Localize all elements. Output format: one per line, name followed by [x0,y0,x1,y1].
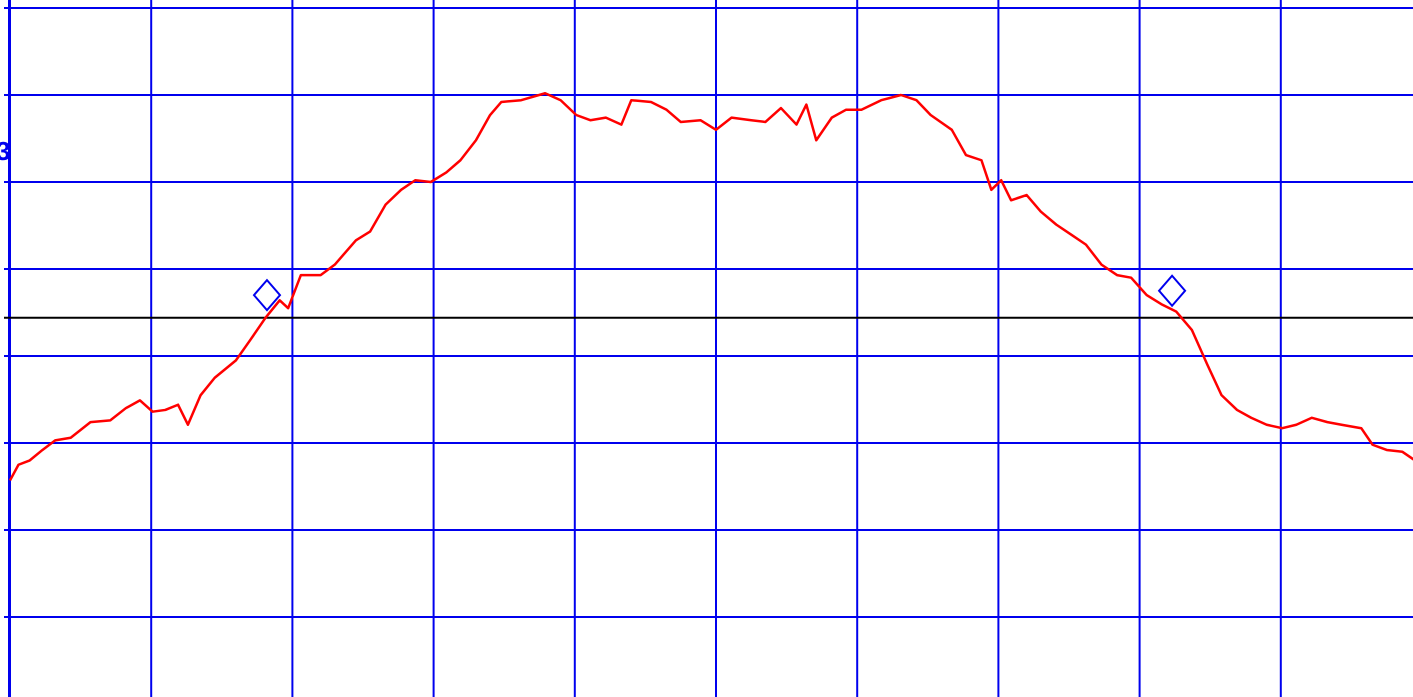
marker [1157,274,1187,308]
scale-label: 3 [0,136,10,166]
marker [252,278,282,312]
trace [8,92,1413,482]
